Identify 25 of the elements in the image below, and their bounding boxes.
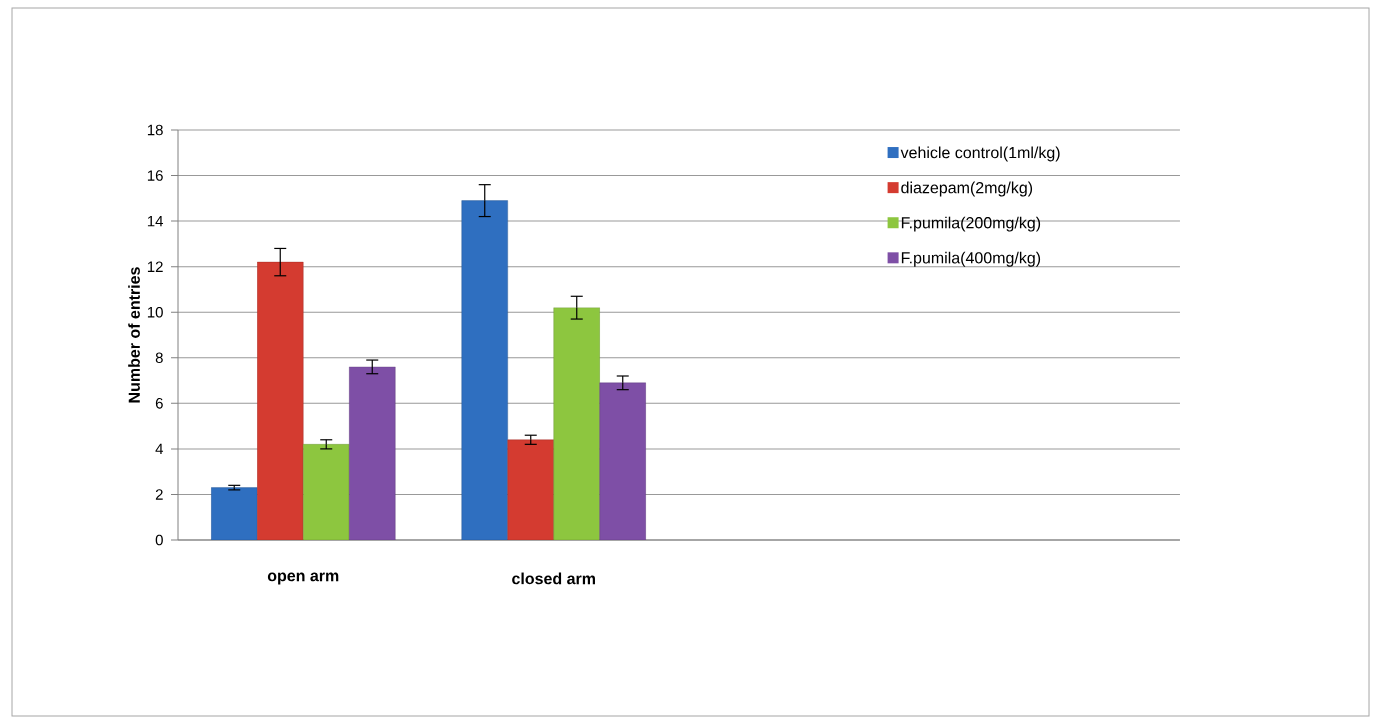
bar xyxy=(303,444,350,540)
bar xyxy=(553,307,600,540)
y-tick-label: 10 xyxy=(147,306,163,318)
legend-label: F.pumila(200mg/kg) xyxy=(901,216,1041,232)
y-axis-title: Number of entries xyxy=(128,267,140,403)
bar xyxy=(507,439,554,540)
legend-label: diazepam(2mg/kg) xyxy=(901,181,1033,197)
y-tick-label: 14 xyxy=(147,215,164,227)
y-tick-label: 0 xyxy=(155,534,163,546)
bar xyxy=(257,261,304,540)
y-tick-label: 2 xyxy=(155,489,163,500)
legend-label: vehicle control(1ml/kg) xyxy=(900,146,1060,162)
y-tick-label: 16 xyxy=(147,170,163,181)
x-tick-label: open arm xyxy=(267,572,339,585)
y-tick-label: 4 xyxy=(155,443,164,455)
bar xyxy=(349,366,396,540)
y-tick-label: 12 xyxy=(147,261,163,272)
bar xyxy=(599,382,646,540)
y-tick-label: 8 xyxy=(155,352,163,364)
legend-label: F.pumila(400mg/kg) xyxy=(901,251,1041,267)
y-tick-label: 18 xyxy=(147,124,163,136)
x-tick-label: closed arm xyxy=(512,572,595,585)
y-tick-label: 6 xyxy=(155,398,163,409)
bar xyxy=(461,200,508,540)
bar xyxy=(211,487,258,540)
